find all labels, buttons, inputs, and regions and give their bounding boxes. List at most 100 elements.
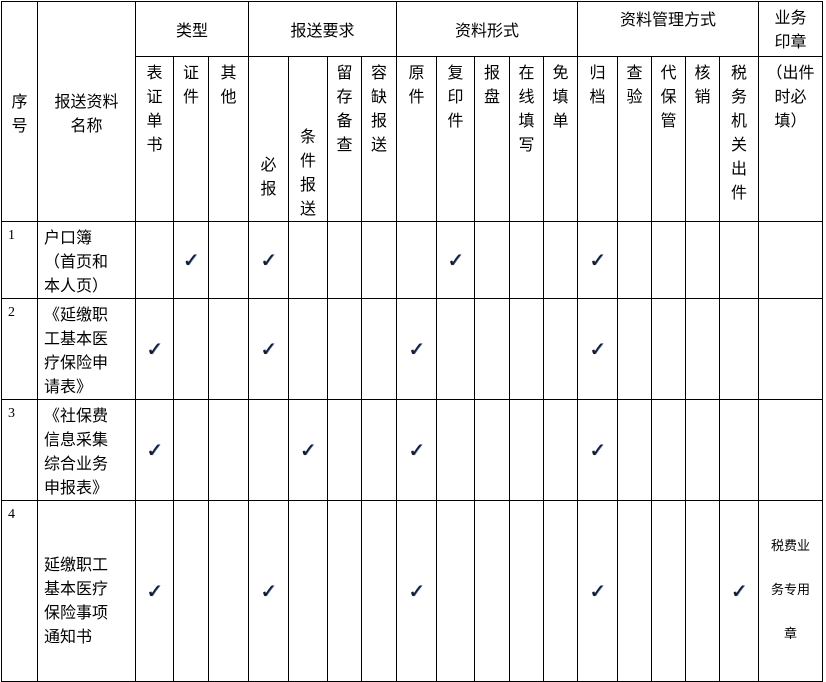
header-group-management: 资料管理方式 — [577, 1, 759, 57]
check-cell — [436, 399, 475, 501]
check-cell — [543, 500, 578, 682]
check-cell: ✓ — [248, 221, 289, 299]
row-seq: 2 — [1, 298, 38, 400]
row-document-name: 延缴职工 基本医疗 保险事项 通知书 — [37, 500, 136, 682]
check-cell — [617, 500, 652, 682]
check-cell — [651, 500, 686, 682]
header-seal: 业务印章 — [758, 1, 823, 57]
header-column-label: 税务机关出件 — [730, 63, 747, 202]
check-icon: ✓ — [408, 438, 425, 462]
check-cell — [361, 221, 397, 299]
check-icon: ✓ — [260, 579, 277, 603]
check-cell — [288, 221, 328, 299]
check-cell — [719, 221, 759, 299]
header-column: 留存备查 — [327, 56, 362, 222]
header-column: 原件 — [396, 56, 437, 222]
header-column-label: 留存备查 — [336, 63, 353, 154]
check-cell — [208, 399, 249, 501]
header-column: 在线填写 — [509, 56, 544, 222]
header-column-label: 条件报送 — [299, 127, 316, 218]
row-seal — [758, 221, 823, 299]
check-cell — [509, 399, 544, 501]
check-cell: ✓ — [719, 500, 759, 682]
check-icon: ✓ — [447, 248, 464, 272]
check-cell — [173, 298, 209, 400]
header-column: 其他 — [208, 56, 249, 222]
row-document-name: 《社保费 信息采集 综合业务 申报表》 — [37, 399, 136, 501]
row-seq: 4 — [1, 500, 38, 682]
header-name: 报送资料名称 — [37, 1, 136, 222]
check-icon: ✓ — [260, 248, 277, 272]
row-seal — [758, 399, 823, 501]
check-cell — [543, 399, 578, 501]
check-cell — [288, 500, 328, 682]
check-cell — [135, 221, 174, 299]
check-cell — [474, 298, 510, 400]
check-cell — [327, 298, 362, 400]
check-icon: ✓ — [589, 248, 606, 272]
check-cell — [685, 500, 720, 682]
check-cell — [509, 500, 544, 682]
check-cell — [685, 298, 720, 400]
check-cell: ✓ — [577, 298, 618, 400]
header-column: 条件报送 — [288, 56, 328, 222]
header-column: 查验 — [617, 56, 652, 222]
check-cell: ✓ — [577, 500, 618, 682]
header-group-type: 类型 — [135, 1, 249, 57]
check-cell: ✓ — [436, 221, 475, 299]
check-cell — [617, 221, 652, 299]
check-cell — [651, 399, 686, 501]
header-column: 必报 — [248, 56, 289, 222]
check-cell: ✓ — [173, 221, 209, 299]
check-cell — [617, 399, 652, 501]
check-cell — [543, 298, 578, 400]
check-cell: ✓ — [577, 399, 618, 501]
check-icon: ✓ — [146, 337, 163, 361]
check-icon: ✓ — [182, 248, 200, 272]
header-column: 核销 — [685, 56, 720, 222]
check-cell — [327, 500, 362, 682]
header-column-label: 在线填写 — [518, 63, 535, 154]
check-cell: ✓ — [248, 298, 289, 400]
header-column-label: 其他 — [220, 63, 237, 106]
check-cell — [543, 221, 578, 299]
check-cell: ✓ — [248, 500, 289, 682]
check-cell: ✓ — [396, 500, 437, 682]
check-cell — [651, 298, 686, 400]
header-column: 免填单 — [543, 56, 578, 222]
check-cell — [288, 298, 328, 400]
check-cell — [208, 298, 249, 400]
check-cell — [248, 399, 289, 501]
row-seq: 3 — [1, 399, 38, 501]
check-cell — [719, 298, 759, 400]
check-cell — [361, 298, 397, 400]
header-seal-note: （出件时必填） — [758, 56, 823, 222]
check-cell — [361, 500, 397, 682]
header-column: 报盘 — [474, 56, 510, 222]
check-cell — [436, 298, 475, 400]
check-cell — [173, 399, 209, 501]
header-column-label: 查验 — [626, 63, 643, 106]
check-cell: ✓ — [577, 221, 618, 299]
row-document-name: 《延缴职 工基本医 疗保险申 请表》 — [37, 298, 136, 400]
check-cell — [361, 399, 397, 501]
check-cell — [651, 221, 686, 299]
table-row: 3 《社保费 信息采集 综合业务 申报表》 ✓ ✓ ✓ ✓ — [1, 399, 823, 501]
table-row: 2 《延缴职 工基本医 疗保险申 请表》 ✓ ✓ ✓ ✓ — [1, 298, 823, 400]
check-cell — [509, 221, 544, 299]
check-cell — [208, 500, 249, 682]
check-cell — [327, 399, 362, 501]
check-cell: ✓ — [288, 399, 328, 501]
check-cell — [474, 221, 510, 299]
header-column: 表证单书 — [135, 56, 174, 222]
check-icon: ✓ — [589, 579, 606, 603]
header-column-label: 归档 — [589, 63, 606, 106]
row-seal: 税费业务专用章 — [758, 500, 823, 682]
table-row: 4 延缴职工 基本医疗 保险事项 通知书 ✓ ✓ ✓ ✓ ✓ 税费业务专用章 — [1, 500, 823, 682]
check-cell — [474, 500, 510, 682]
header-column: 归档 — [577, 56, 618, 222]
check-icon: ✓ — [146, 438, 163, 462]
header-column: 证件 — [173, 56, 209, 222]
check-cell — [617, 298, 652, 400]
